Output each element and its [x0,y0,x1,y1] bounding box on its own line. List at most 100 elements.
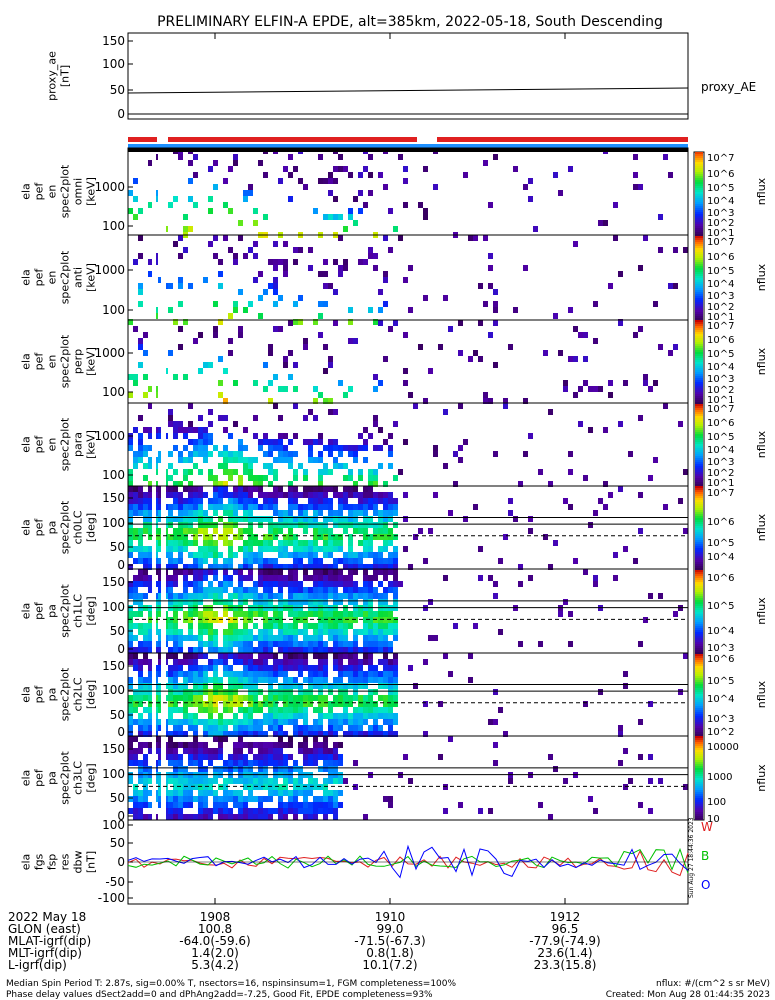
spectrogram-cell [328,409,333,415]
spectrogram-cell [233,569,238,575]
colorbar-swatch [695,378,703,380]
spectrogram-cell [278,552,283,558]
spectrogram-cell [183,796,188,802]
spectrogram-cell [228,552,233,558]
spectrogram-cell [173,575,178,581]
spectrogram-cell [283,784,288,790]
spectrogram-cell [233,593,238,599]
y-axis-label-line: ela [20,436,33,453]
spectrogram-cell [128,587,133,593]
spectrogram-cell [283,362,288,368]
spectrogram-cell [128,552,133,558]
spectrogram-cell [198,754,203,760]
colorbar-swatch [695,326,703,328]
spectrogram-cell [293,617,298,623]
spectrogram-cell [358,208,363,214]
spectrogram-cell [223,202,228,208]
spectrogram-cell [298,659,303,665]
spectrogram-cell [293,784,298,790]
spectrogram-cell [313,719,318,725]
y-axis-label-line: ela [20,269,33,286]
spectrogram-cell [258,766,263,772]
spectrogram-cell [373,552,378,558]
spectrogram-cell [193,154,198,160]
spectrogram-cell [358,259,363,265]
spectrogram-cell [238,599,243,605]
spectrogram-cell [333,214,338,220]
spectrogram-cell [158,599,163,605]
spectrogram-cell [328,754,333,760]
colorbar-swatch [695,536,703,538]
spectrogram-cell [183,599,188,605]
spectrogram-cell [183,546,188,552]
spectrogram-cell [188,653,193,659]
spectrogram-cell [243,516,248,522]
spectrogram-cell [148,259,153,265]
spectrogram-cell [173,778,178,784]
spectrogram-cell [228,665,233,671]
spectrogram-cell [278,259,283,265]
spectrogram-cell [253,635,258,641]
colorbar-swatch [695,790,703,792]
spectrogram-cell [208,611,213,617]
spectrogram-cell [298,504,303,510]
spectrogram-cell [393,671,398,677]
spectrogram-cell [558,611,563,617]
spectrogram-cell [373,558,378,564]
spectrogram-cell [193,575,198,581]
colorbar-tick-label: 10^3 [707,714,734,725]
spectrogram-cell [178,641,183,647]
spectrogram-cell [268,344,273,350]
spectrogram-cell [363,492,368,498]
spectrogram-cell [278,641,283,647]
y-tick-label: -100 [98,891,125,905]
spectrogram-cell [383,510,388,516]
spectrogram-cell [388,665,393,671]
spectrogram-cell [498,707,503,713]
colorbar-swatch [695,628,703,630]
y-tick-label: 1000 [94,346,125,360]
spectrogram-cell [353,760,358,766]
spectrogram-cell [173,486,178,492]
spectrogram-cell [218,695,223,701]
spectrogram-cell [213,481,218,487]
spectrogram-cell [218,617,223,623]
spectrogram-cell [373,569,378,575]
spectrogram-cell [158,516,163,522]
y-tick-label: 150 [102,742,125,756]
spectrogram-cell [148,701,153,707]
spectrogram-cell [343,492,348,498]
spectrogram-cell [273,653,278,659]
spectrogram-cell [183,814,188,820]
spectrogram-cell [253,253,258,259]
spectrogram-cell [383,587,388,593]
spectrogram-cell [293,635,298,641]
spectrogram-cell [148,731,153,737]
spectrogram-cell [343,166,348,172]
spectrogram-cell [373,481,378,487]
colorbar-swatch [695,614,703,616]
spectrogram-cell [173,754,178,760]
spectrogram-cell [563,778,568,784]
spectrogram-cell [683,469,688,475]
spectrogram-cell [283,707,288,713]
spectrogram-cell [338,719,343,725]
y-axis-label-line: pa [46,771,59,785]
colorbar-swatch [695,816,703,818]
spectrogram-cell [313,707,318,713]
spectrogram-cell [318,457,323,463]
spectrogram-cell [433,451,438,457]
spectrogram-cell [343,259,348,265]
spectrogram-cell [593,575,598,581]
spectrogram-cell [393,719,398,725]
spectrogram-cell [383,647,388,653]
spectrogram-cell [128,707,133,713]
spectrogram-cell [623,671,628,677]
spectrogram-cell [193,439,198,445]
spectrogram-cell [278,713,283,719]
spectrogram-cell [208,760,213,766]
colorbar-swatch [695,206,703,208]
y-axis-label-line: omni [72,178,85,205]
spectrogram-cell [148,611,153,617]
spectrogram-cell [213,617,218,623]
